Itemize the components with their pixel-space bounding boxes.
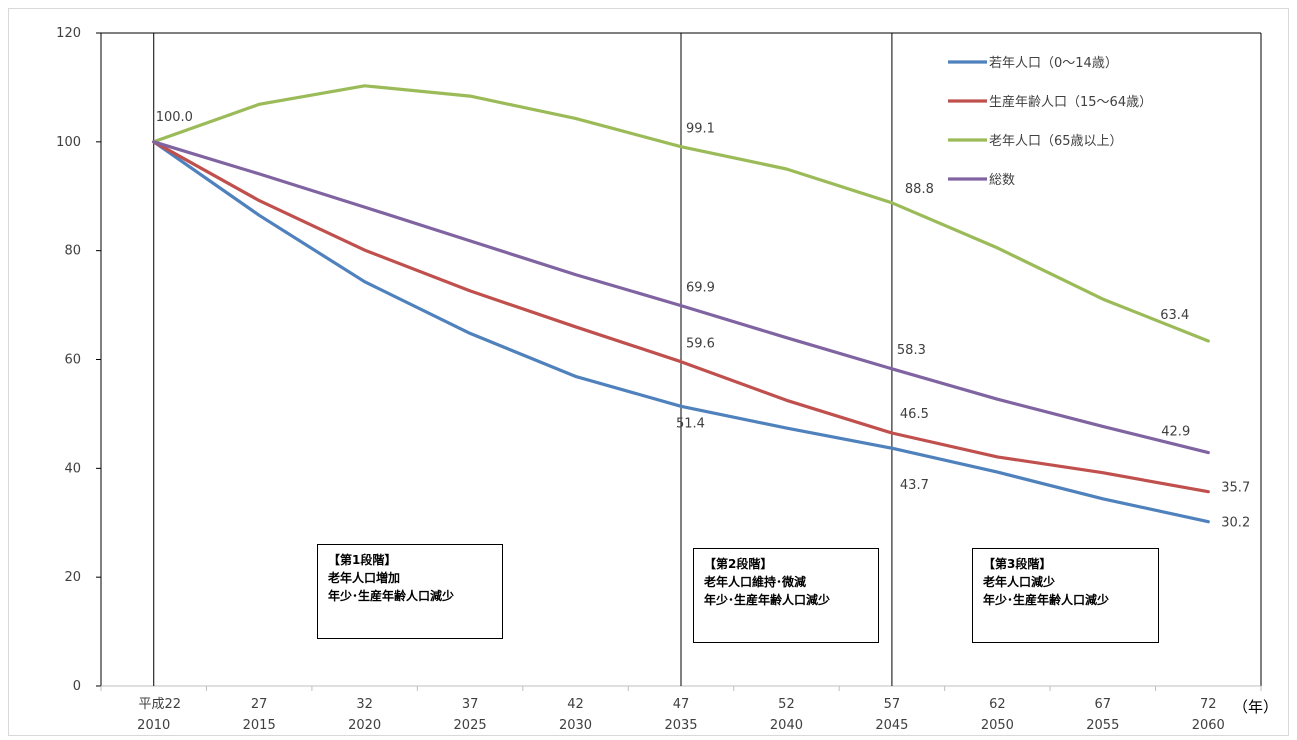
x-tick-label-era: 72 [1200,697,1217,712]
stage-3-box: 【第3段階】 老年人口減少 年少･生産年齢人口減少 [972,548,1159,643]
data-label: 43.7 [900,478,929,493]
stage-2-box: 【第2段階】 老年人口維持･微減 年少･生産年齢人口減少 [693,548,879,643]
x-tick-label-year: 2030 [559,718,592,733]
data-label: 35.7 [1221,481,1250,496]
series-line-3 [152,84,1210,343]
x-tick-label-era: 62 [989,697,1006,712]
stage-3-line2: 年少･生産年齢人口減少 [983,593,1110,607]
stage-2-title: 【第2段階】 [704,557,773,571]
y-tick-label: 60 [64,353,81,368]
x-tick-label-era: 27 [251,697,268,712]
x-tick-label-year: 2055 [1086,718,1119,733]
data-label: 46.5 [900,407,929,422]
x-tick-label-year: 2045 [875,718,908,733]
x-tick-label-year: 2040 [770,718,803,733]
data-label: 58.3 [897,343,926,358]
x-tick-label-year: 2035 [664,718,697,733]
x-tick-label-year: 2025 [454,718,487,733]
x-tick-label-era: 37 [462,697,479,712]
x-tick-label-era: 平成22 [138,697,181,712]
legend-label: 老年人口（65歳以上） [989,134,1123,149]
x-tick-label-era: 42 [567,697,584,712]
legend: 若年人口（0～14歳） 生産年齢人口（15～64歳） 老年人口（65歳以上） 総数 [948,55,1152,188]
axes: 020406080100120平成22201027201532202037202… [56,26,1262,733]
stage-3-line1: 老年人口減少 [983,575,1056,589]
stage-2-line1: 老年人口維持･微減 [704,575,807,589]
data-label: 88.8 [905,182,934,197]
x-tick-label-era: 67 [1095,697,1112,712]
x-tick-label-era: 52 [778,697,795,712]
data-label: 51.4 [676,416,705,431]
x-tick-label-year: 2050 [981,718,1014,733]
stage-3-title: 【第3段階】 [983,557,1052,571]
stage-2-line2: 年少･生産年齢人口減少 [704,593,831,607]
x-tick-label-year: 2020 [348,718,381,733]
x-tick-label-era: 32 [356,697,373,712]
data-labels: 100.0 99.1 69.9 59.6 51.4 88.8 58.3 46.5 43.7 63.… [156,110,1250,531]
data-label: 59.6 [686,337,715,352]
y-tick-label: 120 [56,26,81,41]
stage-1-box: 【第1段階】 老年人口増加 年少･生産年齢人口減少 [317,544,503,639]
data-label: 42.9 [1161,425,1190,440]
x-tick-label-year: 2015 [243,718,276,733]
series-line-4 [152,140,1210,455]
legend-label: 生産年齢人口（15～64歳） [989,94,1152,110]
y-tick-label: 0 [73,679,81,694]
y-tick-label: 100 [56,135,81,150]
series-lines [152,84,1210,524]
x-tick-label-era: 47 [673,697,690,712]
chart-frame [8,8,1289,736]
data-label: 69.9 [686,281,715,296]
stage-1-line1: 老年人口増加 [328,571,401,585]
legend-label: 総数 [989,173,1015,188]
x-tick-label-year: 2010 [137,718,170,733]
series-line-2 [152,140,1210,494]
data-label: 100.0 [156,110,193,125]
stage-1-title: 【第1段階】 [328,553,397,567]
data-label: 63.4 [1160,308,1189,323]
data-label: 30.2 [1221,516,1250,531]
y-tick-label: 20 [64,570,81,585]
series-line-1 [152,140,1210,524]
x-axis-unit: （年） [1233,698,1279,716]
x-tick-label-year: 2060 [1192,718,1225,733]
y-tick-label: 40 [64,461,81,476]
y-tick-label: 80 [64,244,81,259]
data-label: 99.1 [686,122,715,137]
x-tick-label-era: 57 [884,697,901,712]
stage-1-line2: 年少･生産年齢人口減少 [328,589,455,603]
legend-label: 若年人口（0～14歳） [989,55,1118,71]
